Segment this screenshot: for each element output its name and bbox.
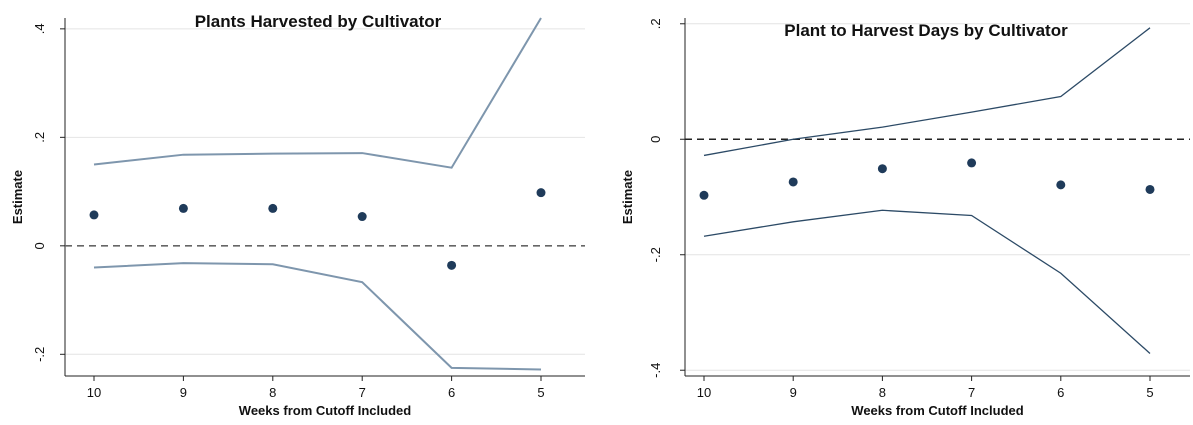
x-tick-label: 5 [1146,385,1153,400]
estimate-point [877,164,887,174]
lower-ci-line [703,209,1151,354]
y-tick-label: .2 [648,18,663,29]
x-axis-title: Weeks from Cutoff Included [239,403,411,418]
x-tick-label: 8 [879,385,886,400]
upper-ci-line [703,27,1151,157]
y-tick-label: .4 [32,23,47,34]
chart-title: Plant to Harvest Days by Cultivator [784,21,1068,40]
lower-ci-line [93,262,542,371]
x-tick-label: 10 [87,385,101,400]
estimate-point [357,212,367,222]
upper-ci-line [93,17,542,169]
estimate-point [268,203,278,213]
x-tick-label: 6 [448,385,455,400]
estimate-point [1145,184,1155,194]
y-axis-title: Estimate [620,170,635,224]
x-axis-title: Weeks from Cutoff Included [851,403,1023,418]
chart-panel-2: -.4 -.2 0 .2 10 9 8 7 6 5 Plant to Harvest Days by… [620,18,1190,418]
x-tick-label: 10 [697,385,711,400]
y-tick-label: 0 [32,242,47,249]
estimate-point [447,260,457,270]
y-tick-label: 0 [648,136,663,143]
y-tick-label: .2 [32,132,47,143]
y-tick-label: -.4 [648,363,663,378]
x-tick-label: 9 [180,385,187,400]
chart-panel-1: -.2 0 .2 .4 10 9 8 7 6 5 Plants Harvested by Culti… [10,12,585,418]
y-tick-label: -.2 [648,247,663,262]
x-tick-label: 7 [359,385,366,400]
x-tick-label: 7 [968,385,975,400]
y-tick-label: -.2 [32,347,47,362]
estimate-point [536,188,546,198]
x-tick-label: 9 [790,385,797,400]
chart-title: Plants Harvested by Cultivator [195,12,442,31]
estimate-point [89,210,99,220]
estimate-point [788,177,798,187]
x-tick-label: 6 [1057,385,1064,400]
estimate-point [1056,180,1066,190]
x-tick-label: 5 [537,385,544,400]
y-axis-title: Estimate [10,170,25,224]
x-tick-label: 8 [269,385,276,400]
estimate-point [178,203,188,213]
estimate-point [967,158,977,168]
estimate-point [699,190,709,200]
